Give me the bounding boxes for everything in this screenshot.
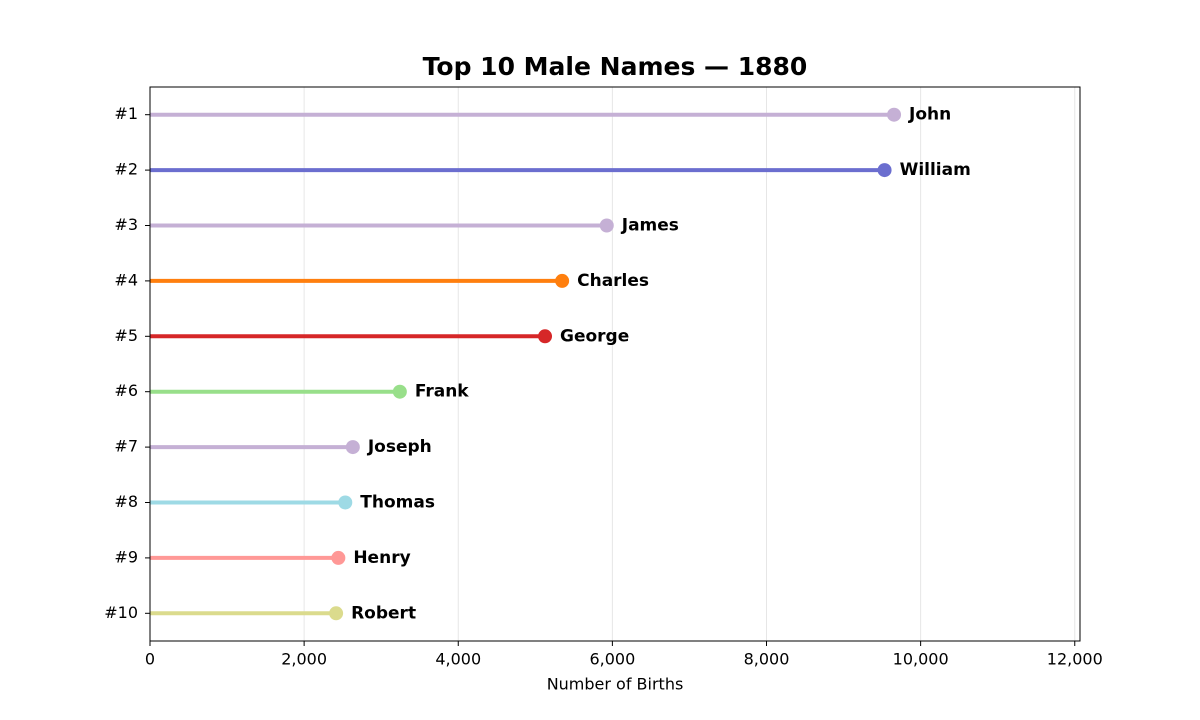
name-label: Charles [577, 271, 649, 291]
dot [538, 329, 553, 344]
x-tick-label: 6,000 [589, 650, 635, 669]
y-tick-label: #7 [114, 437, 138, 456]
x-tick-label: 4,000 [435, 650, 481, 669]
y-tick-label: #8 [114, 492, 138, 511]
x-tick-label: 10,000 [893, 650, 949, 669]
dot [877, 163, 892, 178]
y-tick-label: #5 [114, 326, 138, 345]
x-tick-label: 12,000 [1047, 650, 1103, 669]
x-tick-label: 2,000 [281, 650, 327, 669]
dot [555, 273, 570, 288]
name-label: William [900, 160, 971, 180]
y-tick-label: #3 [114, 215, 138, 234]
x-axis-label: Number of Births [547, 675, 684, 694]
name-label: George [560, 326, 629, 346]
name-label: Robert [351, 603, 416, 623]
dot [338, 495, 353, 510]
name-label: Thomas [360, 493, 435, 513]
x-tick-label: 8,000 [744, 650, 790, 669]
name-label: John [908, 105, 951, 125]
dot [887, 107, 902, 122]
name-label: Henry [353, 548, 410, 568]
y-tick-label: #9 [114, 547, 138, 566]
dot [329, 606, 344, 621]
name-label: Frank [415, 382, 469, 402]
dot [392, 384, 407, 399]
y-tick-label: #1 [114, 104, 138, 123]
y-tick-label: #6 [114, 381, 138, 400]
x-tick-label: 0 [145, 650, 155, 669]
name-label: James [621, 216, 679, 236]
dot [331, 550, 346, 565]
plot-frame [149, 86, 1081, 642]
chart-title: Top 10 Male Names — 1880 [423, 52, 808, 81]
y-tick-label: #10 [104, 603, 138, 622]
dot [345, 440, 360, 455]
y-tick-label: #4 [114, 270, 138, 289]
y-tick-label: #2 [114, 160, 138, 179]
dot [599, 218, 614, 233]
name-label: Joseph [367, 437, 432, 457]
